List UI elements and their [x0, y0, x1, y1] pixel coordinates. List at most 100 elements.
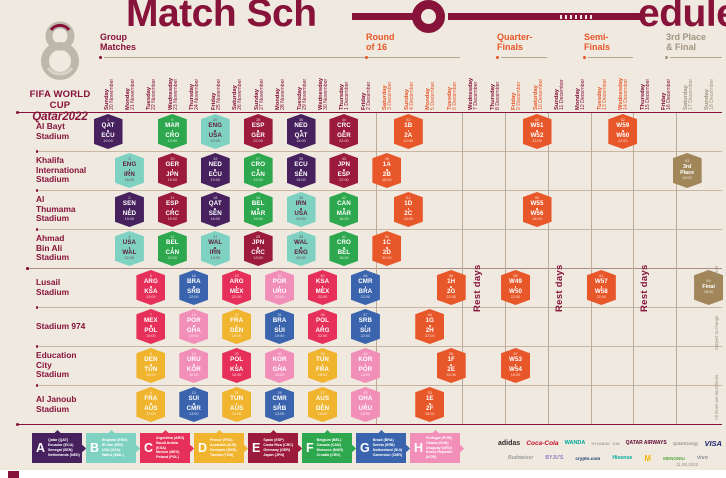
kickoff-time: 22:00 [253, 139, 263, 144]
match-badge-uru-kor: 14 URU KOR 16:00 [179, 348, 209, 383]
team-b: KSA [230, 366, 244, 374]
match-number: 13 [191, 390, 196, 395]
match-number: 24 [234, 273, 239, 278]
stadium-label-line: Stadium [36, 286, 70, 297]
match-number: 64 [706, 278, 711, 283]
group-team: Saudi Arabia (KSA) [156, 440, 178, 450]
team-b: USA [294, 210, 308, 218]
date-value: 30 November [323, 78, 330, 110]
match-badge-tun-aus: 21 TUN AUS 13:00 [222, 387, 252, 422]
team-a: ENG [122, 161, 137, 169]
team-b: GER [337, 132, 351, 140]
section-line [588, 57, 633, 58]
row-separator-dot [35, 189, 39, 192]
match-number: 32 [277, 273, 282, 278]
match-number: 37 [320, 390, 325, 395]
team-b: W52 [530, 132, 544, 140]
team-b: AUS [144, 405, 158, 413]
match-badge-qat-ecu: 1 QAT ECU 19:00 [93, 114, 123, 149]
match-number: 12 [170, 234, 175, 239]
match-number: 1 [106, 117, 110, 122]
match-number: 28 [256, 117, 261, 122]
team-b: CRO [165, 132, 180, 140]
match-badge-w49-w50: 58 W49 W50 22:00 [501, 270, 531, 305]
team-b: BEL [337, 249, 351, 257]
versus-dot-icon [171, 169, 174, 172]
team-b: KOR [186, 366, 201, 374]
versus-dot-icon [214, 247, 217, 250]
match-number: 17 [213, 234, 218, 239]
section-header-line2: Finals [584, 41, 611, 52]
bottom-strip [0, 470, 726, 478]
team-a: NED [208, 161, 222, 169]
stadium-label-line: International [36, 164, 87, 175]
group-letter: F [306, 441, 314, 455]
versus-dot-icon [257, 130, 259, 133]
section-header-line2: Finals [497, 41, 524, 52]
date-value: 16 December [666, 78, 673, 110]
date-value: 23 November [173, 78, 180, 110]
sponsor-crypto-com: crypto.com [575, 455, 601, 461]
versus-dot-icon [343, 169, 345, 172]
team-a: JPN [337, 161, 351, 169]
match-badge-cro-can: 27 CRO CAN 19:00 [243, 153, 273, 188]
stadium-label-line: Ahmad [36, 232, 65, 243]
section-divider [376, 113, 377, 424]
kickoff-time: 18:00 [317, 373, 328, 378]
team-b: ARG [315, 327, 330, 335]
match-badge-eng-irn: 3 ENG IRN 16:00 [114, 153, 144, 188]
match-number: 54 [427, 312, 432, 317]
grid-dot [16, 110, 19, 114]
kickoff-time: 22:00 [446, 295, 456, 300]
group-team: Japan (JPN) [263, 452, 285, 457]
team-b: CAN [251, 171, 265, 179]
team-b: MAR [250, 210, 266, 218]
team-b: CMR [186, 405, 201, 413]
match-number: 49 [384, 156, 389, 161]
group-legend-e: E Spain (ESP) Costa Rica (CRC) Germany (GER… [248, 433, 298, 463]
stadium-label-line: Stadium [36, 130, 70, 141]
kickoff-time: 22:00 [618, 139, 628, 144]
kickoff-time: 18:00 [360, 412, 371, 417]
stadium-label-line: Lusail [36, 276, 61, 287]
team-b: MAR [336, 210, 352, 218]
match-badge-gha-uru: 45 GHA URU 18:00 [350, 387, 380, 422]
section-header-group: Group Matches [100, 32, 136, 52]
match-number: 26 [256, 195, 261, 200]
versus-dot-icon [321, 286, 324, 289]
team-a: POR [272, 278, 287, 286]
match-badge-pol-ksa: 22 POL KSA 16:00 [222, 348, 252, 383]
versus-dot-icon [536, 130, 538, 133]
stadium-label-al-janoub-stadium: Al Janoub Stadium [36, 387, 106, 422]
versus-dot-icon [300, 130, 302, 133]
stadium-label-line: Stadium [36, 174, 70, 185]
fifa-world-cup-logo: FIFA WORLD CUP Qatar2022 [22, 18, 98, 123]
kickoff-time: 22:00 [296, 256, 306, 261]
section-header-3rd-place: 3rd Place & Final [666, 32, 706, 52]
team-b: IRN [123, 171, 135, 179]
team-a: BEL [166, 239, 179, 247]
sponsor-qatar-airways: QATAR AIRWAYS [625, 440, 667, 446]
section-divider [676, 113, 677, 424]
team-b: CRC [165, 210, 180, 218]
kickoff-time: 22:00 [596, 295, 607, 300]
kickoff-time: 18:00 [317, 412, 328, 417]
kickoff-time: 22:00 [339, 178, 349, 183]
match-badge-por-uru: 32 POR URU 22:00 [265, 270, 295, 305]
stadium-label-lusail-stadium: Lusail Stadium [36, 270, 106, 305]
versus-dot-icon [128, 169, 131, 172]
versus-dot-icon [536, 208, 538, 211]
row-separator [38, 151, 722, 152]
versus-dot-icon [193, 325, 195, 328]
date-label-2-december: Friday 2 December [361, 56, 373, 110]
match-badge-fra-den: 23 FRA DEN 19:00 [222, 309, 252, 344]
date-value: 21 November [130, 78, 137, 110]
versus-dot-icon [514, 364, 517, 367]
team-b: NED [122, 210, 137, 218]
match-badge-bra-srb: 16 BRA SRB 22:00 [179, 270, 209, 305]
sponsor-qatarenergy: QatarEnergy [672, 440, 699, 446]
match-badge-fra-aus: 6 FRA AUS 22:00 [136, 387, 166, 422]
match-badge-w53-w54: 57 W53 W54 18:00 [501, 348, 531, 383]
group-teams: Qatar (QAT) Ecuador (ECU) Senegal (SEN) Net… [48, 438, 80, 457]
